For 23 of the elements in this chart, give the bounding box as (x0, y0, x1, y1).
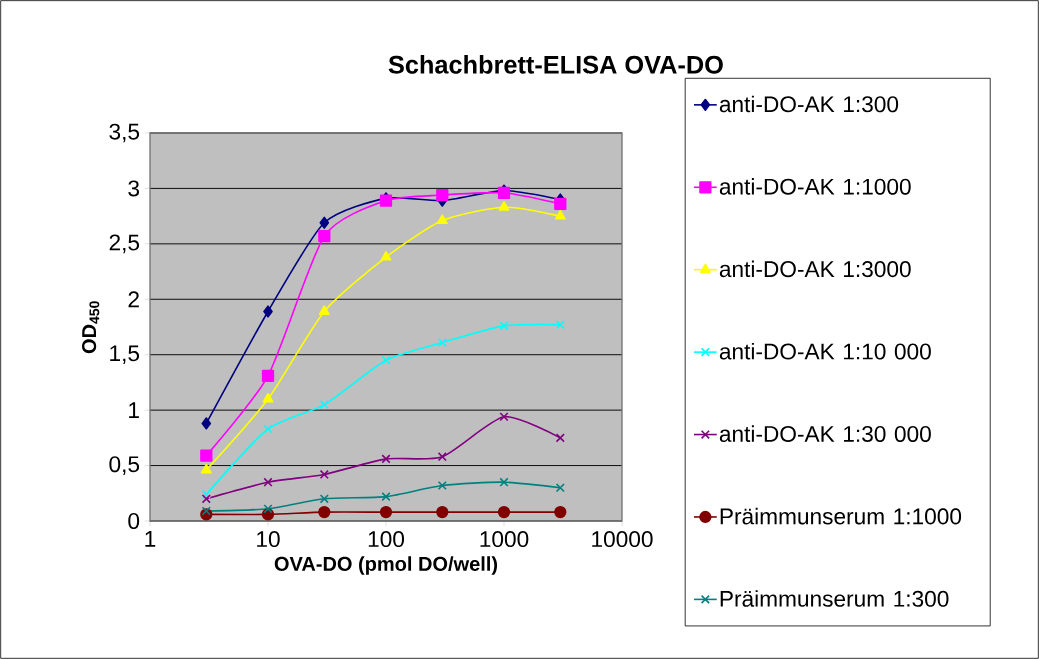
y-axis-title: OD$_{450}$ (82, 301, 100, 354)
legend-label: Präimmunserum 1:1000 (720, 507, 962, 525)
y-tick-label: 1 (129, 402, 139, 418)
y-tick-label: 0 (128, 512, 140, 530)
legend-label: Präimmunserum 1:300 (720, 590, 949, 607)
y-tick-label: 1,5 (110, 345, 140, 364)
x-tick-label: 100 (368, 531, 405, 548)
y-tick-label: 2,5 (109, 234, 140, 254)
x-axis-title: OVA-DO (pmol DO/well) (274, 556, 498, 575)
y-tick-label: 0,5 (109, 456, 140, 475)
x-tick-label: 10 (257, 531, 280, 548)
x-tick-label: 10000 (592, 531, 653, 548)
legend-label: anti-DO-AK 1:1000 (719, 178, 911, 195)
legend-label: anti-DO-AK 1:10 000 (719, 342, 931, 360)
y-tick-label: 3 (128, 180, 140, 197)
y-tick-label: 3,5 (109, 123, 140, 143)
legend-label: anti-DO-AK 1:30 000 (719, 425, 931, 442)
x-tick-label: 1000 (480, 531, 529, 548)
legend-label: anti-DO-AK 1:3000 (719, 260, 911, 278)
x-tick-label: 1 (145, 531, 156, 547)
legend-label: anti-DO-AK 1:300 (719, 95, 899, 113)
y-tick-label: 2 (128, 291, 139, 308)
chart-title: Schachbrett-ELISA OVA-DO (388, 55, 723, 74)
